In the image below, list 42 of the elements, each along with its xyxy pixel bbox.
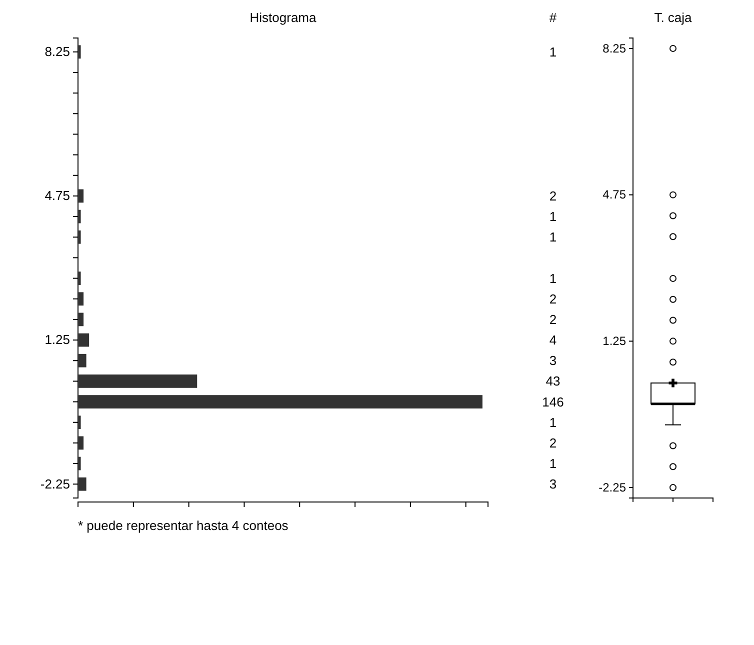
data-label: 1 <box>549 456 557 472</box>
bar <box>78 230 81 244</box>
data-label: 2 <box>549 435 557 450</box>
data-label: 3 <box>549 353 557 368</box>
data-label: 1 <box>549 414 557 430</box>
data-label: 2 <box>549 291 557 306</box>
text: # <box>549 10 558 25</box>
y-tick-label: 1.25 <box>44 332 70 348</box>
y-tick-label: 1.25 <box>602 334 626 348</box>
data-label: 1 <box>549 230 557 245</box>
data-label: 1 <box>549 209 557 224</box>
y-tick-label: 4.75 <box>602 188 626 202</box>
bar <box>78 436 84 450</box>
bar <box>78 456 81 470</box>
y-tick-label: -2.25 <box>598 480 626 494</box>
data-label: 146 <box>542 394 564 410</box>
data-label: 1 <box>549 270 557 286</box>
chart-title: Histograma <box>250 10 317 25</box>
bar <box>78 189 84 203</box>
bar <box>78 374 198 388</box>
bar <box>78 45 81 59</box>
data-label: 2 <box>549 312 557 328</box>
bar <box>78 210 81 224</box>
bar <box>78 416 81 430</box>
bar <box>78 354 86 368</box>
y-tick-label: 4.75 <box>44 188 70 204</box>
bar <box>78 272 81 285</box>
text: * puede representar hasta 4 conteos <box>78 518 289 533</box>
bar <box>78 477 86 491</box>
y-tick-label: -2.25 <box>40 476 70 492</box>
data-label: 43 <box>546 374 560 389</box>
y-tick-label: 8.25 <box>44 44 70 60</box>
bar <box>78 333 90 347</box>
y-tick-label: 8.25 <box>602 41 626 56</box>
data-label: 3 <box>549 476 557 492</box>
data-label: 1 <box>549 44 557 60</box>
bar <box>78 395 482 408</box>
data-label: 2 <box>549 188 557 204</box>
chart-title: T. caja <box>654 10 693 25</box>
bar <box>78 292 84 306</box>
data-label: 4 <box>549 332 557 348</box>
bar <box>78 312 84 326</box>
